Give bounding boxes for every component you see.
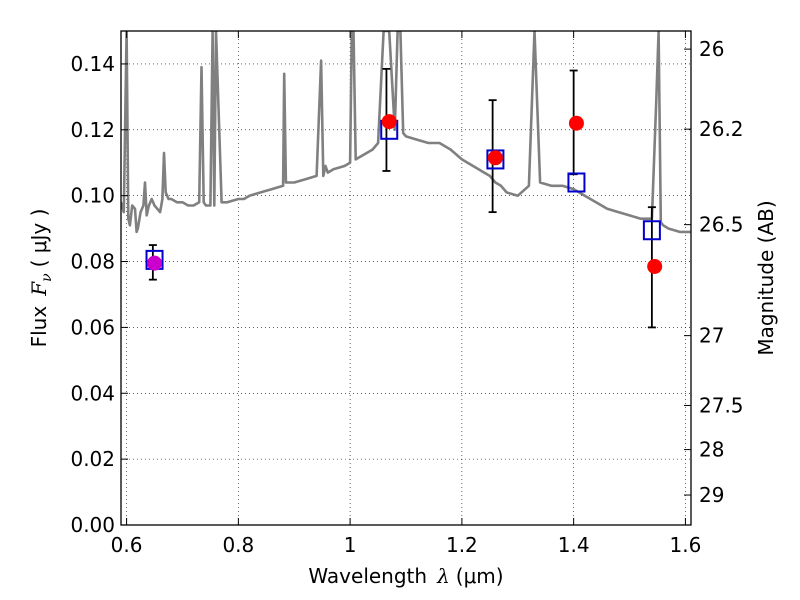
y-axis-label-text: Flux <box>27 306 51 348</box>
x-axis-label-symbol: λ <box>436 564 450 588</box>
circle-marker <box>487 150 503 166</box>
y2-tick-label: 27.5 <box>699 393 744 417</box>
y-axis-label-subscript: ν <box>39 273 55 282</box>
x-tick-label: 1.2 <box>446 533 478 557</box>
y-axis-label: Flux Fν ( μJy ) <box>27 209 55 348</box>
y-tick-label: 0.02 <box>70 447 115 471</box>
y-axis-label-symbol: F <box>27 281 51 297</box>
circle-marker <box>647 258 663 274</box>
y-tick-label: 0.12 <box>70 118 115 142</box>
x-axis-label-unit: (μm) <box>456 564 504 588</box>
y2-tick-label: 28 <box>699 438 724 462</box>
circle-marker <box>147 255 163 271</box>
y2-tick-label: 26.5 <box>699 213 744 237</box>
x-tick-label: 1.4 <box>558 533 590 557</box>
square-marker <box>567 172 586 193</box>
plot-area <box>121 31 691 525</box>
x-tick-label: 1 <box>344 533 357 557</box>
y-tick-label: 0.08 <box>70 250 115 274</box>
y2-tick-label: 26.2 <box>699 117 744 141</box>
square-marker <box>642 220 661 241</box>
y2-axis-label: Magnitude (AB) <box>754 200 778 355</box>
plot-layer <box>121 31 691 329</box>
y-tick-label: 0.10 <box>70 184 115 208</box>
y2-tick-label: 27 <box>699 324 724 348</box>
spectrum-line <box>121 31 691 234</box>
x-tick-label: 0.8 <box>222 533 254 557</box>
y2-tick-label: 26 <box>699 37 724 61</box>
plot-frame <box>120 30 692 526</box>
tick-marks <box>121 31 691 526</box>
tick-labels: 0.6 0.8 1 1.2 1.4 1.6 0.00 0.02 0.04 0.06 0.08 0.10… <box>70 37 743 557</box>
x-tick-label: 0.6 <box>111 533 143 557</box>
circle-marker <box>568 115 584 131</box>
circle-marker <box>381 114 397 130</box>
x-tick-label: 1.6 <box>670 533 702 557</box>
y-tick-label: 0.14 <box>70 52 115 76</box>
x-axis-label: Wavelength λ (μm) <box>308 564 503 588</box>
y-tick-label: 0.06 <box>70 315 115 339</box>
y-axis-label-unit: ( μJy ) <box>27 209 51 268</box>
y2-tick-label: 29 <box>699 483 724 507</box>
y-tick-label: 0.00 <box>70 513 115 537</box>
x-axis-label-text: Wavelength <box>308 564 427 588</box>
y-tick-label: 0.04 <box>70 381 115 405</box>
